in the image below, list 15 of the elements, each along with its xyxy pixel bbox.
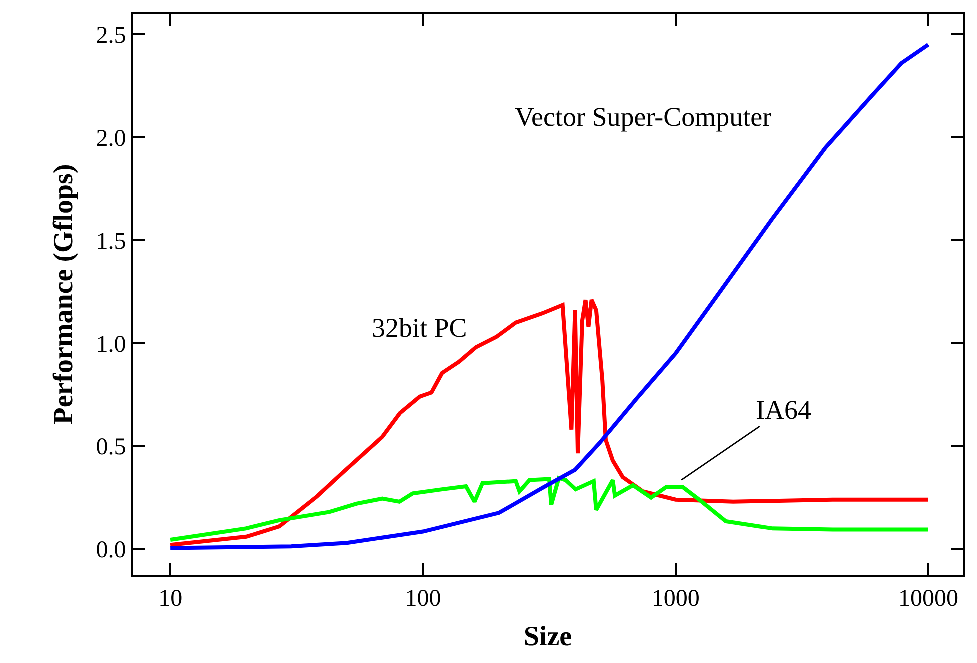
x-axis-title: Size [524,621,572,652]
y-tick-label: 2.5 [96,22,126,49]
x-tick-label: 100 [405,586,442,612]
series-label: 32bit PC [372,313,468,343]
y-axis-title: Performance (Gflops) [48,164,80,425]
x-tick-label: 10000 [898,586,958,612]
y-tick-label: 1.0 [96,332,126,358]
y-tick-label: 2.0 [96,126,126,152]
y-tick-label: 1.5 [96,228,126,255]
x-tick-label: 1000 [652,586,700,612]
y-tick-label: 0.0 [96,538,126,564]
text: IA64 [756,395,812,425]
x-tick-label: 10 [158,586,183,612]
y-tick-label: 0.5 [96,434,126,461]
series-label: Vector Super-Computer [515,102,772,132]
